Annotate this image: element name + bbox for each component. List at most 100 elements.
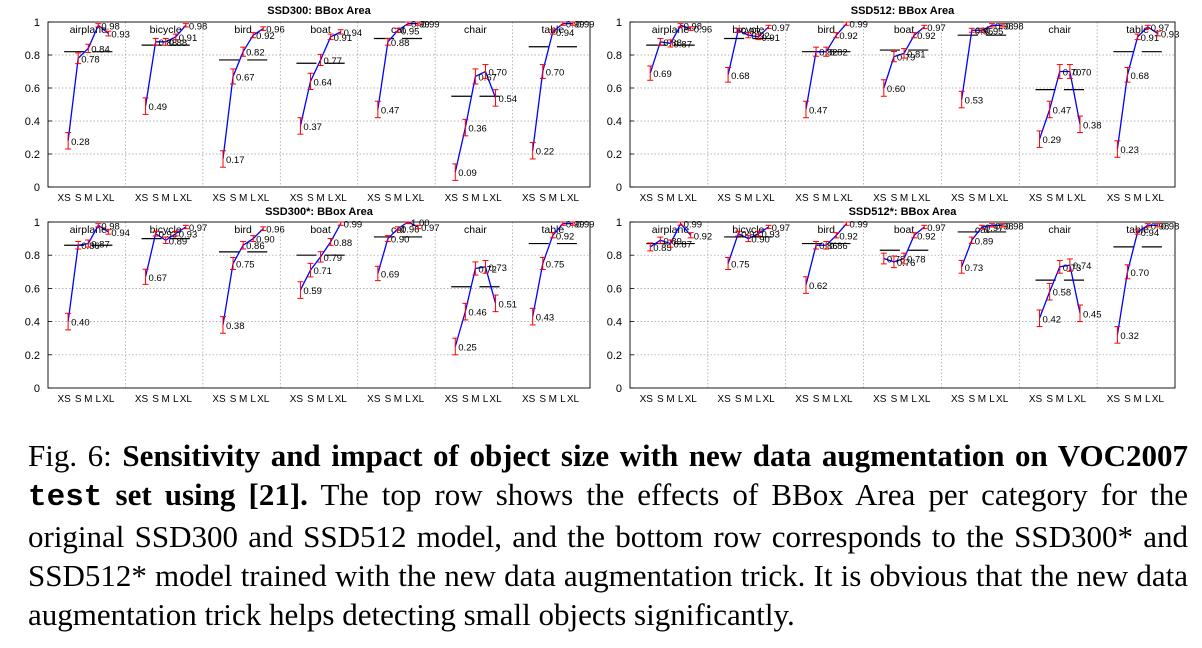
error-bar: [1114, 140, 1121, 158]
x-tick-label: XS: [212, 193, 226, 204]
error-bar: [529, 307, 536, 326]
x-tick-label: XS: [640, 193, 654, 204]
error-bar: [384, 37, 391, 46]
x-tick-label: XS: [135, 193, 149, 204]
error-bar: [415, 224, 422, 230]
x-tick-label: XS: [290, 193, 304, 204]
y-tick-label: 0.6: [607, 283, 622, 295]
data-label: 0.88: [159, 38, 178, 49]
caption-title: Sensitivity and impact of object size wi…: [28, 438, 1188, 515]
y-tick-label: 1: [34, 17, 40, 29]
error-bar: [1036, 309, 1043, 328]
x-tick-label: L: [1067, 394, 1073, 405]
category-label: bird: [234, 224, 252, 236]
data-label: 0.86: [829, 241, 848, 252]
x-tick-label: XL: [180, 193, 193, 204]
error-bar: [1077, 304, 1084, 323]
data-label: 0.72: [478, 264, 497, 275]
x-tick-label: XS: [717, 193, 731, 204]
data-label: 0.32: [1120, 331, 1139, 342]
data-label: 0.96: [694, 25, 713, 36]
category-label: chair: [464, 224, 487, 236]
x-tick-label: L: [911, 193, 917, 204]
x-tick-label: L: [834, 394, 840, 405]
x-tick-label: L: [989, 394, 995, 405]
error-bar: [219, 150, 226, 168]
data-label: 0.81: [907, 49, 926, 60]
x-tick-label: XS: [367, 193, 381, 204]
category-label: boat: [894, 24, 915, 36]
error-bar: [569, 21, 576, 26]
error-bar: [230, 68, 237, 85]
error-bar: [833, 32, 840, 39]
caption-body: The top row shows the effects of BBox Ar…: [28, 477, 1188, 632]
data-label: 0.75: [731, 260, 750, 271]
x-tick-label: XS: [640, 394, 654, 405]
figure-caption: Fig. 6: Sensitivity and impact of object…: [28, 436, 1188, 634]
error-bar: [667, 39, 674, 48]
data-label: 0.82: [246, 48, 265, 59]
error-bar: [337, 221, 344, 226]
category-label: boat: [310, 224, 331, 236]
x-tick-label: M: [978, 193, 986, 204]
data-label: 0.28: [71, 137, 90, 148]
error-bar: [968, 27, 975, 33]
data-label: 0.93: [111, 30, 130, 41]
x-tick-label: L: [1067, 193, 1073, 204]
data-label: 0.84: [91, 44, 110, 55]
x-tick-label: S: [813, 193, 820, 204]
data-label: 0.92: [917, 31, 936, 42]
x-tick-label: L: [1145, 193, 1151, 204]
x-tick-label: XL: [918, 193, 931, 204]
data-label: 0.59: [303, 286, 322, 297]
error-bar: [374, 100, 381, 119]
error-bar: [1124, 264, 1131, 280]
error-bar: [677, 221, 684, 226]
chart-panel-4: SSD512*: BBox Area 0 0.2 0.4 0.6 0.8 1 airplane…: [607, 206, 1180, 405]
error-bar: [1056, 259, 1063, 274]
error-bar: [657, 37, 664, 46]
data-label: 0.47: [809, 105, 828, 116]
plot-frame: [47, 221, 591, 389]
category-label: chair: [464, 24, 487, 36]
data-label: 0.36: [468, 124, 487, 135]
figure-panels: SSD300: BBox Area00.20.40.60.81airplaneX…: [25, 5, 1180, 405]
error-bar: [219, 316, 226, 334]
data-label: 0.95: [741, 26, 760, 37]
y-tick-label: 0: [616, 182, 622, 194]
x-tick-label: XL: [1152, 394, 1165, 405]
data-label: 0.93: [1161, 30, 1180, 41]
chart-title: SSD300: BBox Area: [267, 5, 371, 17]
data-label: 0.95: [401, 26, 420, 37]
y-tick-label: 1: [34, 217, 40, 229]
x-tick-label: L: [911, 394, 917, 405]
error-bar: [182, 23, 189, 28]
x-tick-label: S: [307, 193, 314, 204]
x-tick-label: S: [1046, 193, 1053, 204]
error-bar: [297, 281, 304, 299]
x-tick-label: L: [405, 394, 411, 405]
data-label: 0.88: [391, 38, 410, 49]
data-label: 0.42: [1043, 314, 1062, 325]
error-bar: [152, 37, 159, 46]
error-bar: [1056, 64, 1063, 79]
data-label: 0.98: [1005, 221, 1024, 232]
x-tick-label: S: [813, 394, 820, 405]
data-label: 0.23: [1120, 145, 1139, 156]
x-tick-label: XS: [1029, 394, 1043, 405]
chart-panel-2: SSD512: BBox Area00.20.40.60.81airplaneX…: [607, 5, 1180, 204]
x-tick-label: XL: [1074, 193, 1087, 204]
error-bar: [75, 240, 82, 250]
x-tick-label: XS: [367, 394, 381, 405]
chart-panel-1: SSD300: BBox Area00.20.40.60.81airplaneX…: [25, 5, 595, 204]
error-bar: [921, 224, 928, 230]
x-tick-label: M: [84, 394, 92, 405]
error-bar: [317, 53, 324, 66]
x-tick-label: S: [891, 193, 898, 204]
error-bar: [802, 276, 809, 294]
error-bar: [958, 90, 965, 109]
x-tick-label: XL: [567, 193, 580, 204]
error-bar: [1154, 30, 1161, 37]
error-bar: [260, 26, 267, 31]
error-bar: [745, 235, 752, 243]
